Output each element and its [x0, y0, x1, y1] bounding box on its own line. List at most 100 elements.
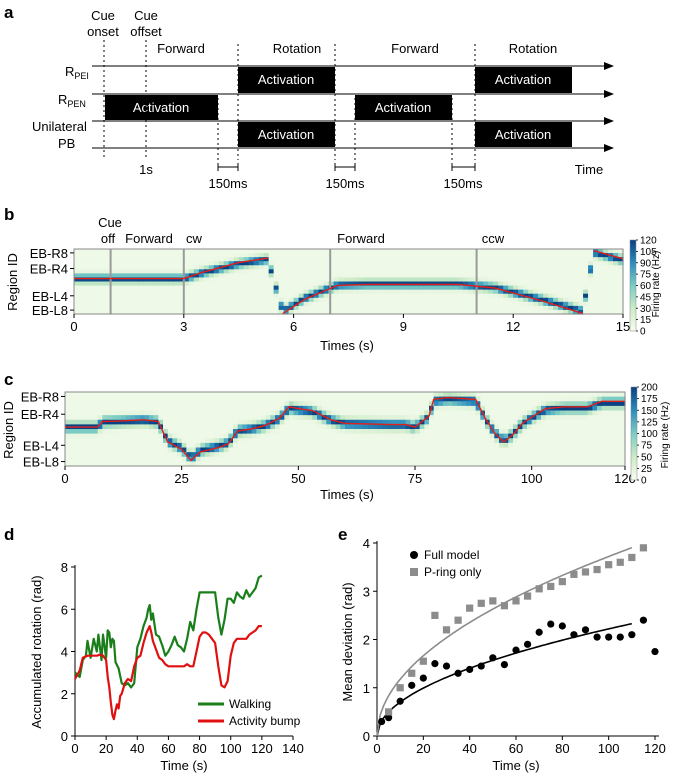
b-heatmap-cell	[393, 265, 400, 270]
c-heatmap-cell	[130, 447, 136, 453]
c-heatmap-cell	[326, 447, 332, 453]
c-heatmap-cell	[429, 429, 435, 435]
c-heatmap-cell	[396, 405, 402, 412]
c-heatmap-cell	[88, 392, 94, 398]
b-heatmap-cell	[373, 309, 380, 315]
c-heatmap-cell	[433, 438, 439, 444]
c-heatmap-cell	[499, 433, 505, 439]
b-heatmap-cell	[528, 309, 534, 315]
c-heatmap-cell	[284, 392, 290, 398]
c-heatmap-cell	[340, 442, 346, 449]
b-heatmap-cell	[88, 261, 95, 266]
b-heatmap-cell	[308, 273, 315, 279]
b-heatmap-cell	[448, 309, 454, 315]
c-heatmap-cell	[387, 442, 393, 449]
b-heatmap-cell	[218, 285, 225, 291]
c-heatmap-cell	[615, 419, 621, 425]
c-heatmap-cell	[405, 429, 411, 435]
c-heatmap-cell	[555, 410, 561, 416]
c-heatmap-cell	[97, 429, 103, 435]
b-heatmap-cell	[523, 249, 529, 254]
b-heatmap-cell	[303, 273, 310, 279]
c-heatmap-cell	[149, 396, 155, 402]
c-heatmap-cell	[265, 456, 271, 462]
b-heatmap-cell	[203, 285, 210, 291]
c-heatmap-cell	[559, 442, 565, 449]
c-heatmap-cell	[181, 392, 187, 398]
b-heatmap-cell	[518, 285, 524, 291]
b-heatmap-cell	[383, 285, 390, 291]
b-heatmap-cell	[578, 269, 584, 274]
b-heatmap-cell	[483, 249, 489, 254]
c-heatmap-cell	[578, 447, 584, 453]
b-heatmap-cell	[108, 249, 115, 254]
b-heatmap-cell	[193, 289, 200, 295]
b-heatmap-cell	[568, 249, 574, 254]
c-xtick-label: 75	[408, 471, 422, 486]
b-heatmap-cell	[548, 265, 554, 270]
b-heatmap-cell	[418, 269, 424, 274]
c-heatmap-cell	[349, 438, 355, 444]
c-heatmap-cell	[489, 447, 495, 453]
c-heatmap-cell	[233, 447, 239, 453]
c-heatmap-cell	[186, 456, 192, 462]
c-heatmap-cell	[354, 447, 360, 453]
c-heatmap-cell	[363, 429, 369, 435]
b-heatmap-cell	[563, 277, 569, 283]
c-heatmap-cell	[331, 456, 337, 462]
c-heatmap-cell	[279, 429, 285, 435]
c-heatmap-cell	[573, 447, 579, 453]
c-heatmap-cell	[69, 396, 75, 402]
c-heatmap-cell	[573, 433, 579, 439]
b-heatmap-cell	[103, 293, 110, 299]
c-heatmap-cell	[443, 424, 449, 430]
b-heatmap-cell	[93, 285, 100, 291]
b-heatmap-cell	[163, 309, 170, 315]
c-heatmap-cell	[247, 433, 253, 439]
c-heatmap-cell	[466, 392, 472, 398]
c-heatmap-cell	[559, 410, 565, 416]
c-heatmap-cell	[410, 452, 416, 458]
b-heatmap-cell	[618, 289, 624, 295]
b-heatmap-cell	[318, 261, 325, 266]
pring-only-point	[616, 558, 624, 566]
c-heatmap-cell	[578, 405, 584, 412]
c-heatmap-cell	[349, 396, 355, 402]
b-heatmap-cell	[383, 265, 390, 270]
b-heatmap-cell	[423, 253, 429, 258]
c-heatmap-cell	[270, 396, 276, 402]
c-heatmap-cell	[438, 415, 444, 421]
b-heatmap-cell	[283, 265, 290, 270]
b-heatmap-cell	[463, 285, 469, 291]
c-heatmap-cell	[321, 424, 327, 430]
c-heatmap-cell	[494, 456, 500, 462]
b-heatmap-cell	[563, 285, 569, 291]
c-heatmap-cell	[382, 419, 388, 425]
b-heatmap-cell	[333, 309, 340, 315]
c-heatmap-cell	[83, 415, 89, 421]
b-heatmap-cell	[133, 273, 140, 279]
c-heatmap-cell	[293, 410, 299, 416]
b-heatmap-cell	[383, 309, 390, 315]
b-heatmap-cell	[413, 265, 419, 270]
b-heatmap-cell	[118, 249, 125, 254]
b-heatmap-cell	[268, 269, 275, 274]
b-heatmap-cell	[488, 297, 494, 303]
b-heatmap-cell	[148, 277, 155, 283]
b-heatmap-cell	[368, 249, 375, 254]
c-heatmap-cell	[135, 438, 141, 444]
b-heatmap-cell	[578, 265, 584, 270]
c-heatmap-cell	[102, 410, 108, 416]
b-heatmap-cell	[74, 249, 80, 254]
b-heatmap-cell	[208, 289, 215, 295]
c-heatmap-cell	[251, 405, 257, 412]
b-heatmap-cell	[583, 281, 589, 287]
c-heatmap-cell	[345, 452, 351, 458]
c-heatmap-cell	[79, 415, 85, 421]
b-bump-trace	[74, 249, 624, 315]
b-heatmap-cell	[608, 285, 614, 291]
c-heatmap-cell	[550, 429, 556, 435]
c-heatmap-cell	[489, 424, 495, 430]
c-heatmap-cell	[93, 442, 99, 449]
b-heatmap-cell	[588, 253, 594, 258]
